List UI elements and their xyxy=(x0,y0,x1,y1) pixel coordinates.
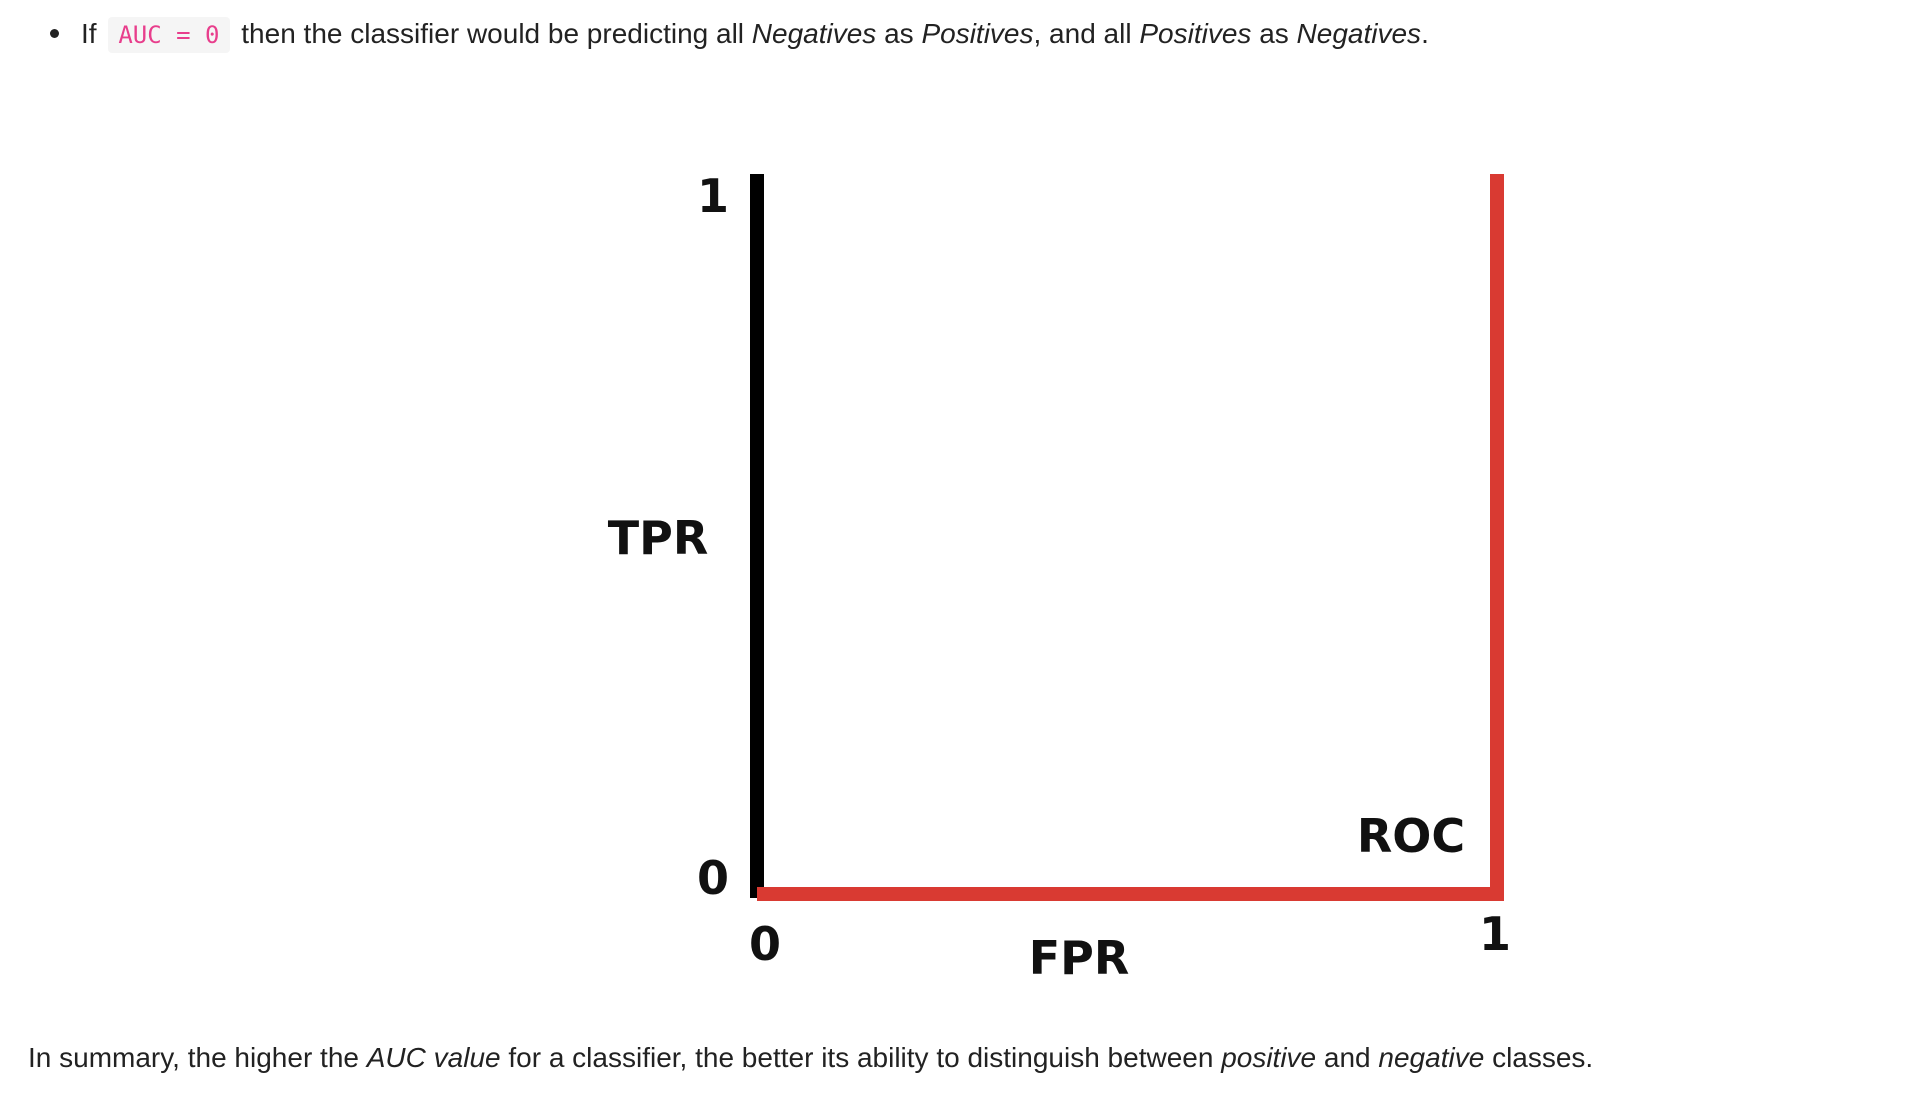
summary-text-3: and xyxy=(1323,1042,1371,1073)
inline-code-auc: AUC = 0 xyxy=(108,17,230,53)
x-tick-label-1: 1 xyxy=(1479,907,1511,961)
x-axis-label: FPR xyxy=(1029,931,1130,985)
summary-paragraph: In summary, the higher the AUC value for… xyxy=(28,1038,1593,1078)
bullet-item-auc-zero: If AUC = 0 then the classifier would be … xyxy=(50,14,1429,55)
summary-em-negative: negative xyxy=(1378,1042,1485,1073)
y-tick-label-1: 1 xyxy=(697,169,729,223)
series-line-0 xyxy=(757,174,1504,901)
summary-text-1: In summary, the higher the xyxy=(28,1042,359,1073)
bullet-text-4: as xyxy=(1259,18,1289,49)
bullet-dot-icon xyxy=(50,29,59,39)
summary-text-4: classes. xyxy=(1492,1042,1594,1073)
series-label-roc: ROC xyxy=(1357,809,1465,863)
x-tick-label-0: 0 xyxy=(749,917,781,971)
bullet-text-2: as xyxy=(884,18,914,49)
bullet-em-negatives-2: Negatives xyxy=(1296,18,1422,49)
summary-em-auc-value: AUC value xyxy=(366,1042,501,1073)
bullet-text-1: then the classifier would be predicting … xyxy=(241,18,745,49)
bullet-text-3: , and all xyxy=(1033,18,1132,49)
summary-em-positive: positive xyxy=(1221,1042,1317,1073)
y-axis-label: TPR xyxy=(608,511,709,565)
bullet-em-negatives-1: Negatives xyxy=(751,18,877,49)
bullet-prefix: If xyxy=(81,18,97,49)
summary-text-2: for a classifier, the better its ability… xyxy=(508,1042,1214,1073)
bullet-em-positives-1: Positives xyxy=(921,18,1034,49)
bullet-text-5: . xyxy=(1421,18,1429,49)
y-tick-label-0: 0 xyxy=(697,851,729,905)
bullet-em-positives-2: Positives xyxy=(1139,18,1252,49)
